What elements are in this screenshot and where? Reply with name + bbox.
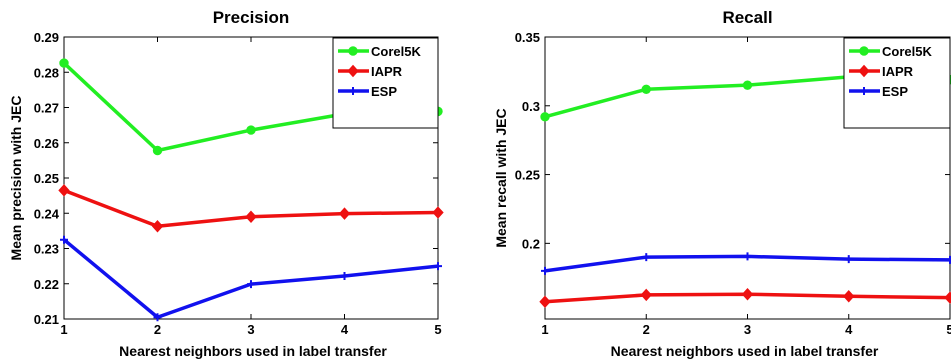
legend-label: IAPR [371, 64, 403, 79]
x-tick-label: 3 [247, 322, 254, 337]
legend-label: Corel5K [882, 44, 932, 59]
legend-swatch-marker [349, 87, 357, 95]
legend-swatch-marker [348, 46, 358, 56]
legend-label: ESP [882, 84, 908, 99]
data-point [641, 84, 651, 94]
data-point [247, 280, 255, 289]
x-tick-label: 4 [341, 322, 349, 337]
chart-panel-recall: Recall 1 2 3 4 5 0.2 0.25 0.3 0.35 Nearest neighbo… [493, 8, 951, 359]
data-point [944, 291, 951, 304]
y-tick-label: 0.24 [34, 206, 60, 221]
legend-label: Corel5K [371, 44, 421, 59]
data-point [340, 271, 349, 280]
data-point [741, 287, 754, 301]
y-tick-label: 0.22 [34, 277, 59, 292]
y-tick-label: 0.27 [34, 101, 59, 116]
data-point [58, 184, 70, 197]
data-point [640, 288, 652, 302]
x-axis-label: Nearest neighbors used in label transfer [611, 343, 879, 359]
x-tick-label: 3 [744, 322, 751, 337]
legend-label: ESP [371, 84, 397, 99]
x-tick-label: 5 [946, 322, 951, 337]
y-tick-label: 0.2 [522, 236, 540, 251]
y-tick-label: 0.25 [515, 168, 540, 183]
series-esp [541, 252, 951, 275]
x-tick-label: 2 [643, 322, 650, 337]
data-point [59, 58, 69, 68]
data-point [151, 220, 164, 233]
chart-title: Recall [722, 8, 772, 27]
y-tick-label: 0.23 [34, 242, 59, 257]
data-point [539, 295, 551, 309]
data-point [245, 210, 257, 224]
data-point [946, 255, 951, 264]
x-tick-label: 4 [845, 322, 853, 337]
series-iapr [539, 287, 951, 309]
data-point [743, 252, 752, 261]
x-tick-label: 1 [541, 322, 548, 337]
x-tick-label: 5 [434, 322, 441, 337]
x-tick-label: 1 [60, 322, 67, 337]
data-point [60, 235, 68, 244]
series-esp [60, 235, 442, 322]
data-point [434, 262, 442, 271]
data-point [742, 80, 753, 90]
legend-swatch-marker [859, 46, 869, 56]
series-iapr [58, 184, 444, 233]
legend-label: IAPR [882, 64, 914, 79]
data-point [432, 206, 444, 219]
legend-swatch-marker [860, 87, 868, 95]
y-tick-label: 0.29 [34, 30, 59, 45]
chart-title: Precision [213, 8, 290, 27]
y-tick-label: 0.21 [34, 312, 59, 327]
data-point [338, 207, 351, 220]
legend-swatch-marker [858, 64, 870, 78]
data-point [152, 145, 163, 156]
data-point [246, 125, 256, 135]
data-point [541, 266, 549, 275]
data-point [642, 253, 651, 262]
y-tick-label: 0.25 [34, 171, 59, 186]
legend-swatch-marker [347, 64, 359, 78]
y-axis-label: Mean precision with JEC [8, 96, 24, 261]
data-point [844, 255, 853, 264]
x-tick-label: 2 [154, 322, 161, 337]
y-tick-label: 0.28 [34, 65, 59, 80]
chart-panel-precision: Precision 1 2 3 4 5 0.21 0.22 0.23 0.24 0.25 0.26 0.… [8, 8, 444, 359]
y-axis-label: Mean recall with JEC [493, 108, 509, 247]
data-point [153, 313, 162, 322]
x-axis-label: Nearest neighbors used in label transfer [119, 343, 387, 359]
y-tick-label: 0.26 [34, 136, 59, 151]
legend: Corel5K IAPR ESP [843, 37, 951, 129]
data-point [540, 112, 550, 122]
data-point [843, 290, 855, 303]
legend: Corel5K IAPR ESP [332, 37, 439, 129]
y-tick-label: 0.35 [515, 30, 540, 45]
y-tick-label: 0.3 [522, 99, 540, 114]
